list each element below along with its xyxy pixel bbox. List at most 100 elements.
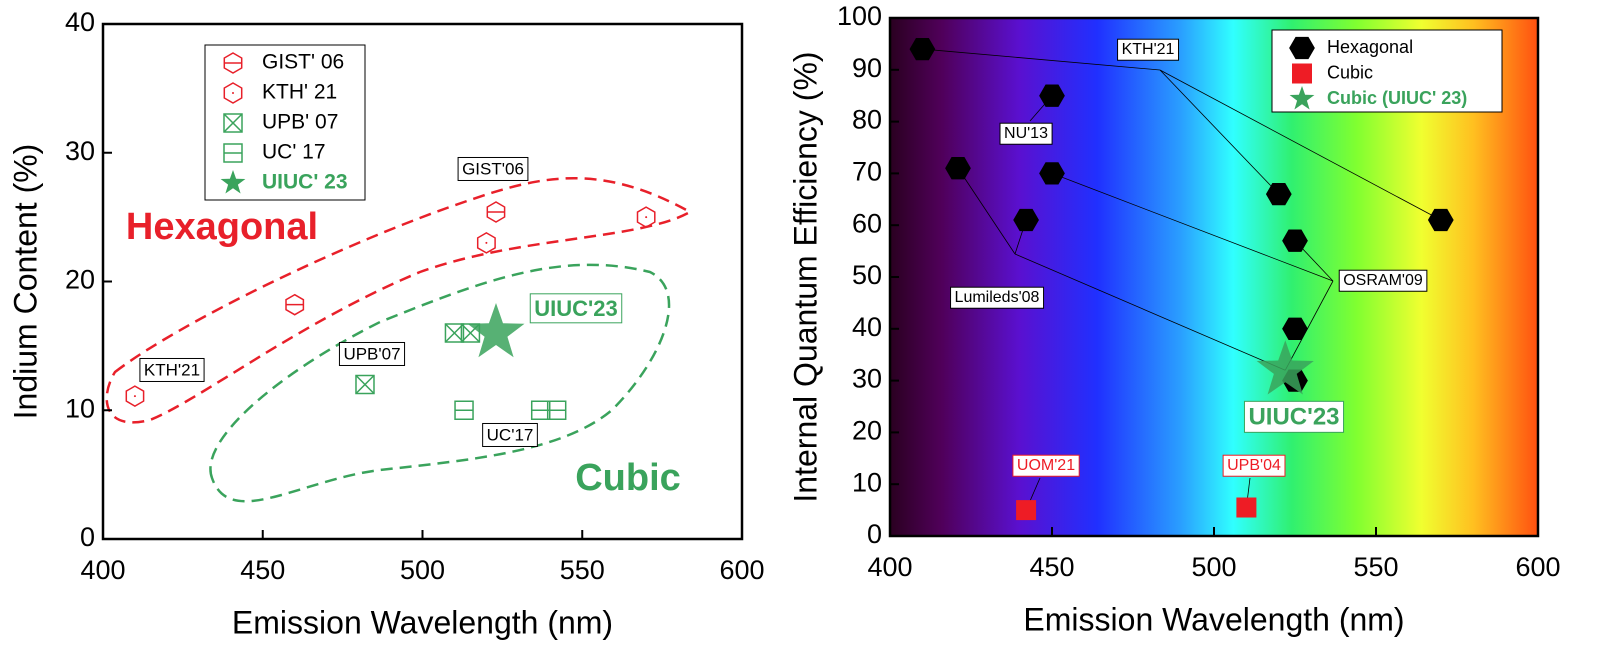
x-tick-label: 600 <box>1515 552 1560 582</box>
legend-label: KTH' 21 <box>262 81 337 104</box>
marker <box>454 400 474 420</box>
marker-shape <box>486 201 506 223</box>
marker-shape <box>220 170 246 194</box>
y-tick-label: 30 <box>852 364 882 394</box>
x-tick-label: 450 <box>1029 552 1074 582</box>
y-tick-label: 20 <box>65 265 95 295</box>
marker-shape <box>467 303 525 358</box>
marker-shape <box>1039 84 1065 107</box>
y-tick-label: 0 <box>80 522 95 552</box>
marker <box>125 385 145 407</box>
marker <box>444 323 465 343</box>
marker <box>1427 208 1454 232</box>
marker-shape <box>909 37 936 61</box>
label-box <box>1222 454 1286 477</box>
y-tick-label: 0 <box>867 519 882 549</box>
marker <box>1256 340 1314 395</box>
y-axis-title: Indium Content (%) <box>7 144 43 420</box>
marker-shape <box>125 385 145 407</box>
annotation: KTH'21 <box>144 360 200 379</box>
marker <box>909 37 936 61</box>
marker-shape <box>223 113 243 133</box>
annotation: UPB'04 <box>1227 457 1281 474</box>
x-tick-label: 500 <box>1191 552 1236 582</box>
legend-label: UIUC' 23 <box>262 171 348 194</box>
annotation: UIUC'23 <box>1248 403 1339 430</box>
marker-line <box>444 323 464 343</box>
label-box <box>529 293 623 324</box>
marker <box>1265 182 1292 206</box>
marker-line <box>355 374 375 395</box>
annotation: Hexagonal <box>126 206 318 248</box>
label-box <box>1012 454 1080 477</box>
leader-line <box>922 48 1161 71</box>
label-box <box>999 122 1053 145</box>
y-tick-label: 50 <box>852 260 882 290</box>
marker <box>1016 500 1037 521</box>
legend-marker <box>223 143 243 163</box>
legend-marker <box>1289 36 1315 60</box>
legend-label: Cubic (UIUC' 23) <box>1327 88 1467 108</box>
legend-marker <box>1292 63 1312 84</box>
y-tick-label: 30 <box>65 136 95 166</box>
leader-line <box>1159 69 1441 221</box>
x-tick-label: 400 <box>867 552 912 582</box>
y-tick-label: 100 <box>837 1 882 31</box>
annotation: KTH'21 <box>1122 41 1175 58</box>
annotation: UC'17 <box>487 425 534 444</box>
x-axis-title: Emission Wavelength (nm) <box>232 604 613 640</box>
marker-dot <box>645 216 648 219</box>
marker <box>1282 229 1308 252</box>
marker-dot <box>485 241 488 244</box>
leader-line <box>1159 69 1280 195</box>
marker <box>1013 208 1039 232</box>
y-tick-label: 40 <box>852 312 882 342</box>
marker-dot <box>232 92 234 94</box>
y-axis-title: Internal Quantum Efficiency (%) <box>787 51 823 502</box>
marker-shape <box>1282 317 1308 340</box>
label-box <box>482 422 538 447</box>
marker-shape <box>1289 86 1315 110</box>
marker <box>546 400 567 420</box>
y-tick-label: 10 <box>852 467 882 497</box>
marker-shape <box>636 206 656 228</box>
annotation: UOM'21 <box>1017 457 1075 474</box>
annotation: NU'13 <box>1004 125 1048 142</box>
marker-shape <box>1282 229 1308 252</box>
legend-marker <box>223 52 243 74</box>
y-tick-label: 80 <box>852 105 882 135</box>
marker-shape <box>444 323 465 343</box>
marker <box>1039 84 1065 107</box>
label-box <box>457 156 529 181</box>
x-tick-label: 450 <box>240 555 285 585</box>
marker-shape <box>1236 497 1257 518</box>
marker-line <box>223 113 243 133</box>
legend-label: Cubic <box>1327 62 1373 82</box>
leader-line <box>1284 280 1334 371</box>
marker-shape <box>1292 63 1312 84</box>
marker-shape <box>1039 162 1065 185</box>
marker <box>476 232 496 254</box>
marker-shape <box>476 232 496 254</box>
marker-shape <box>1265 182 1292 206</box>
legend-label: UPB' 07 <box>262 111 338 134</box>
y-tick-label: 10 <box>65 393 95 423</box>
legend-marker <box>223 113 243 133</box>
y-tick-label: 20 <box>852 416 882 446</box>
label-box <box>1117 38 1180 61</box>
marker-shape <box>945 157 971 180</box>
leader-line <box>1051 173 1334 282</box>
y-tick-label: 60 <box>852 208 882 238</box>
annotation: GIST'06 <box>462 159 524 178</box>
leader-line <box>957 167 1016 255</box>
marker-shape <box>1013 208 1039 232</box>
annotation: Cubic <box>575 457 681 499</box>
marker-dot <box>133 395 136 398</box>
marker <box>486 201 506 223</box>
label-box <box>139 357 205 382</box>
x-tick-label: 550 <box>560 555 605 585</box>
annotation: UPB'07 <box>343 344 400 363</box>
annotation: UIUC'23 <box>534 296 617 321</box>
x-tick-label: 400 <box>80 555 125 585</box>
